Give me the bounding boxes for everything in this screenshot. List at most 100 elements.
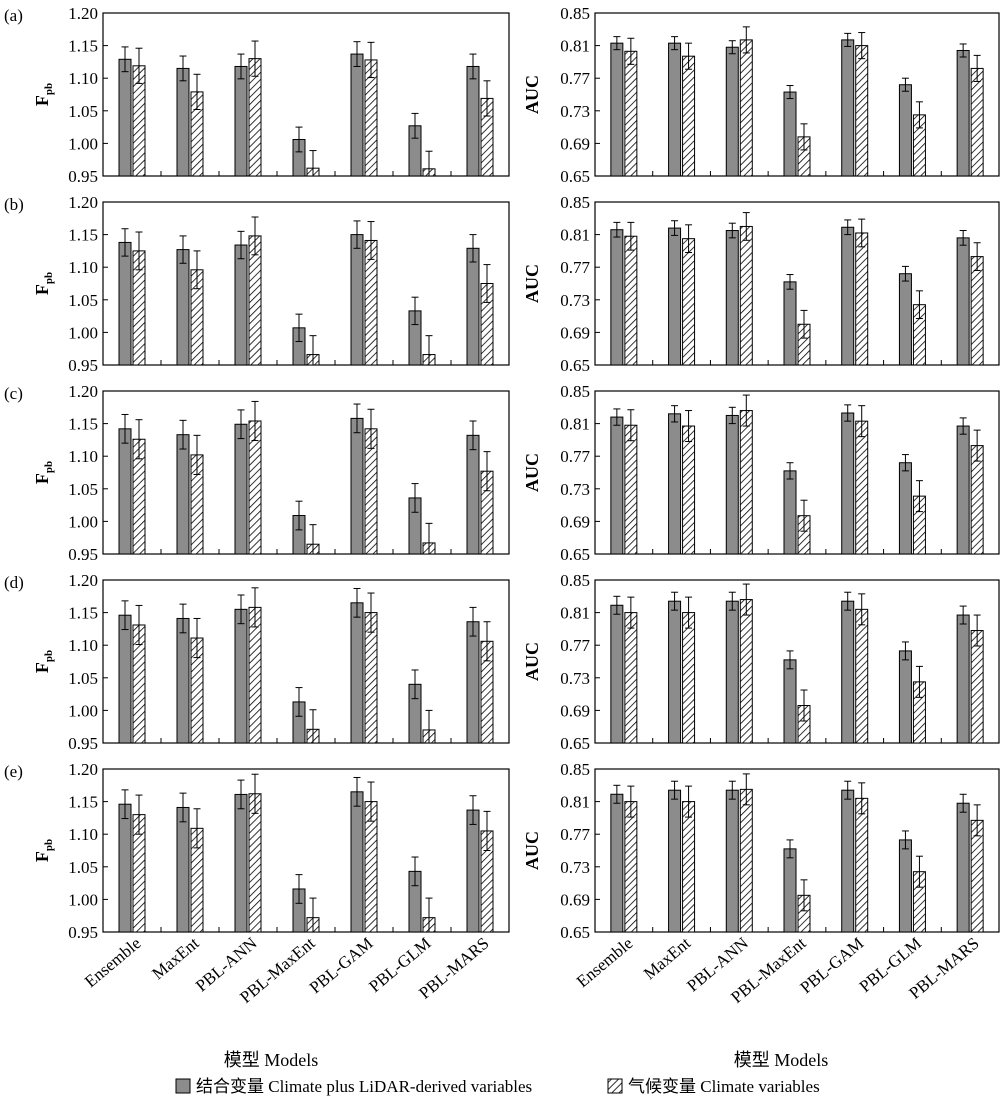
bar-combined (350, 791, 364, 933)
bar-combined (466, 65, 480, 177)
bar-combined (783, 848, 797, 933)
plot-frame (594, 768, 1000, 933)
y-tick-label: 1.15 (68, 604, 98, 623)
x-tick-label: Ensemble (573, 934, 637, 992)
bar-combined (234, 608, 248, 744)
y-tick-label: 0.81 (560, 604, 590, 623)
y-tick-label: 0.95 (68, 356, 98, 375)
bar-combined (725, 414, 739, 555)
bar-climate (624, 612, 638, 744)
bar-combined (610, 793, 624, 933)
chart-panel-4-auc: 0.85 0.81 0.77 0.73 0.69 0.65 AUC (522, 571, 1000, 753)
bar-climate (855, 232, 869, 366)
y-tick-label: 0.73 (560, 480, 590, 499)
chart-panel-3-fpb: 1.20 1.15 1.10 1.05 1.00 0.95 Fpb (c) (4, 382, 510, 564)
bar-combined (898, 273, 912, 366)
bar-combined (234, 244, 248, 366)
bar-climate (682, 55, 696, 177)
bar-climate (624, 424, 638, 555)
y-tick-label: 1.00 (68, 890, 98, 909)
y-tick-label: 1.05 (68, 480, 98, 499)
y-tick-label: 1.20 (68, 760, 98, 779)
y-tick-label: 1.15 (68, 415, 98, 434)
y-tick-label: 1.00 (68, 512, 98, 531)
chart-panel-1-fpb: 1.20 1.15 1.10 1.05 1.00 0.95 Fpb (a) (4, 4, 510, 186)
bar-climate (739, 788, 753, 933)
y-axis-title: Fpb (32, 839, 55, 862)
legend-label-climate: 气候变量 Climate variables (628, 1077, 820, 1096)
x-axis-title-left: 模型 Models (224, 1050, 319, 1070)
bar-climate (739, 599, 753, 744)
legend-swatch-combined (175, 1078, 191, 1094)
bar-combined (466, 809, 480, 933)
y-axis-title: Fpb (32, 650, 55, 673)
y-axis-title: AUC (522, 831, 542, 870)
y-tick-label: 1.10 (68, 825, 98, 844)
y-tick-label: 1.05 (68, 102, 98, 121)
chart-panel-4-fpb: 1.20 1.15 1.10 1.05 1.00 0.95 Fpb (d) (4, 571, 510, 753)
bar-combined (841, 600, 855, 744)
bar-combined (956, 614, 970, 744)
y-tick-label: 0.85 (560, 760, 590, 779)
bar-combined (725, 46, 739, 177)
y-tick-label: 1.00 (68, 323, 98, 342)
bar-combined (350, 53, 364, 177)
y-tick-label: 0.69 (560, 890, 590, 909)
y-tick-label: 0.85 (560, 571, 590, 590)
plot-frame (594, 579, 1000, 744)
bar-combined (668, 227, 682, 366)
y-tick-label: 1.20 (68, 193, 98, 212)
x-tick-label: MaxEnt (640, 933, 694, 983)
bar-combined (668, 42, 682, 177)
bar-combined (783, 91, 797, 177)
y-tick-label: 1.05 (68, 669, 98, 688)
bar-combined (956, 49, 970, 177)
plot-frame (102, 768, 510, 933)
bar-combined (898, 650, 912, 744)
y-tick-label: 0.65 (560, 734, 590, 753)
y-tick-label: 0.95 (68, 167, 98, 186)
y-tick-label: 0.95 (68, 545, 98, 564)
y-tick-label: 0.73 (560, 291, 590, 310)
bar-combined (610, 229, 624, 366)
bar-combined (956, 237, 970, 366)
bar-combined (176, 617, 190, 744)
y-tick-label: 0.77 (560, 447, 590, 466)
chart-panel-2-fpb: 1.20 1.15 1.10 1.05 1.00 0.95 Fpb (b) (4, 193, 510, 375)
bar-combined (783, 470, 797, 555)
bar-combined (176, 434, 190, 555)
bar-climate (248, 606, 262, 744)
bar-climate (855, 420, 869, 555)
y-tick-label: 0.77 (560, 636, 590, 655)
y-tick-label: 0.69 (560, 323, 590, 342)
y-axis-title: AUC (522, 75, 542, 114)
legend-swatch-climate (607, 1078, 623, 1094)
panel-label: (a) (4, 6, 23, 25)
y-tick-label: 0.77 (560, 69, 590, 88)
panel-label: (e) (4, 762, 23, 781)
bar-combined (841, 226, 855, 366)
bar-climate (970, 445, 984, 555)
bar-combined (610, 604, 624, 744)
bar-combined (118, 241, 132, 366)
bar-combined (350, 417, 364, 555)
x-tick-label: PBL-GAM (306, 934, 377, 998)
panel-label: (d) (4, 573, 24, 592)
y-tick-label: 0.73 (560, 858, 590, 877)
bar-combined (668, 600, 682, 744)
y-tick-label: 0.73 (560, 102, 590, 121)
bar-climate (970, 630, 984, 744)
bar-combined (234, 793, 248, 933)
bar-combined (466, 434, 480, 555)
chart-panel-5-fpb: 1.20 1.15 1.10 1.05 1.00 0.95 Fpb (e) Ensemble Ma… (4, 760, 510, 1007)
y-tick-label: 0.95 (68, 734, 98, 753)
bar-combined (898, 839, 912, 933)
y-tick-label: 1.15 (68, 226, 98, 245)
y-axis-title: AUC (522, 264, 542, 303)
y-tick-label: 0.65 (560, 356, 590, 375)
y-tick-label: 1.10 (68, 447, 98, 466)
bar-combined (234, 423, 248, 555)
bar-climate (855, 797, 869, 933)
plot-frame (102, 390, 510, 555)
